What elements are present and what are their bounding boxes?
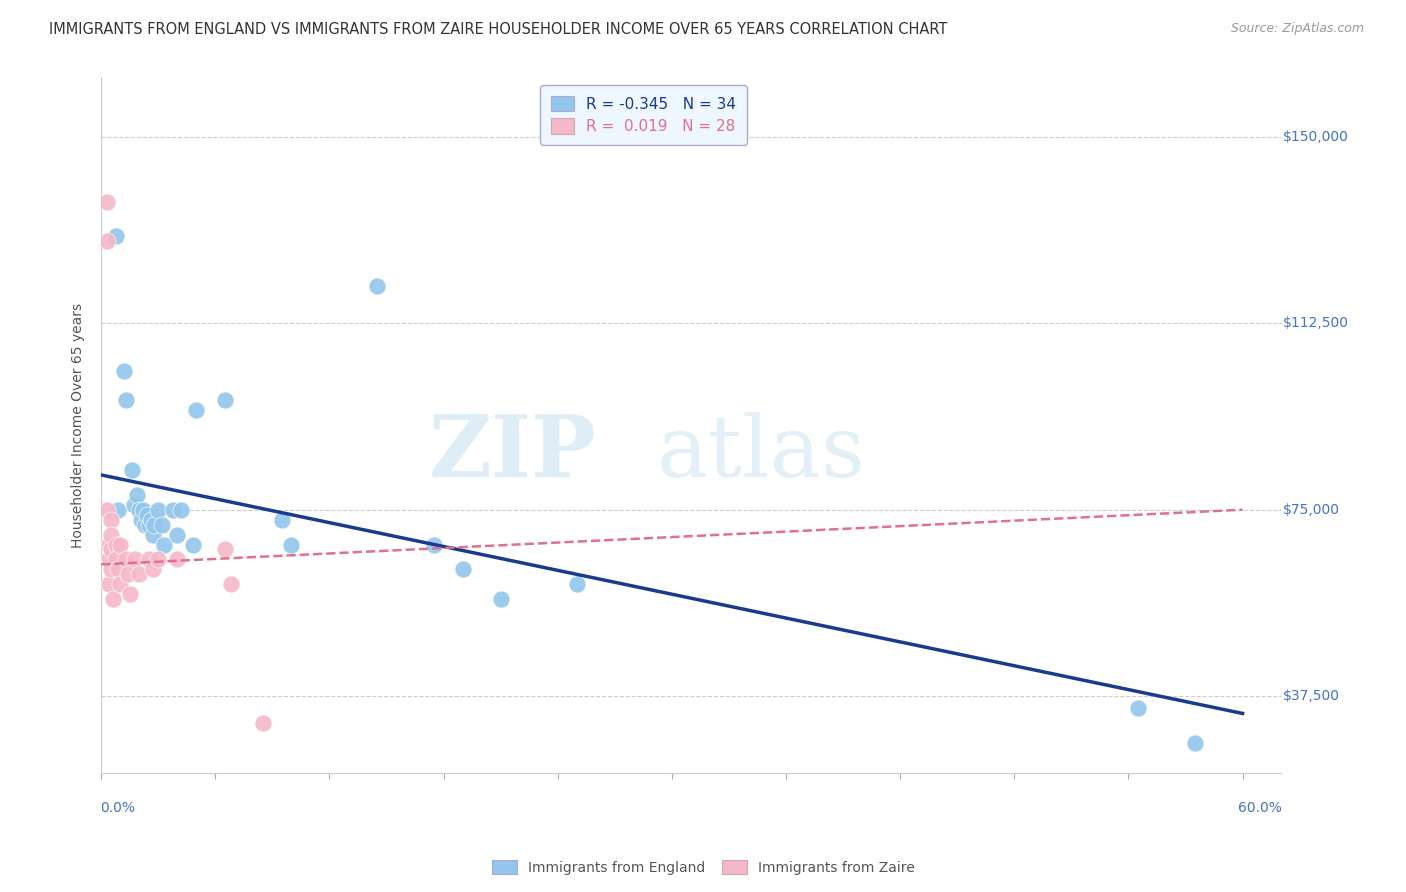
Point — [271, 513, 294, 527]
Point — [128, 567, 150, 582]
Point — [186, 403, 208, 417]
Point — [100, 542, 122, 557]
Text: 60.0%: 60.0% — [1237, 801, 1282, 815]
Point — [117, 567, 139, 582]
Point — [107, 562, 129, 576]
Text: 0.0%: 0.0% — [100, 801, 135, 815]
Point — [148, 552, 170, 566]
Point — [162, 502, 184, 516]
Point — [1184, 736, 1206, 750]
Text: IMMIGRANTS FROM ENGLAND VS IMMIGRANTS FROM ZAIRE HOUSEHOLDER INCOME OVER 65 YEAR: IMMIGRANTS FROM ENGLAND VS IMMIGRANTS FR… — [49, 22, 948, 37]
Point — [143, 517, 166, 532]
Text: atlas: atlas — [657, 411, 866, 495]
Point — [96, 502, 118, 516]
Point — [166, 527, 188, 541]
Text: $150,000: $150,000 — [1284, 130, 1348, 145]
Text: ZIP: ZIP — [429, 411, 596, 495]
Point — [129, 513, 152, 527]
Point — [214, 542, 236, 557]
Point — [219, 577, 242, 591]
Point — [142, 527, 165, 541]
Point — [118, 587, 141, 601]
Point — [115, 552, 138, 566]
Legend: R = -0.345   N = 34, R =  0.019   N = 28: R = -0.345 N = 34, R = 0.019 N = 28 — [540, 85, 747, 145]
Text: $37,500: $37,500 — [1284, 689, 1340, 703]
Point — [214, 393, 236, 408]
Point — [121, 463, 143, 477]
Point — [100, 562, 122, 576]
Point — [107, 502, 129, 516]
Legend: Immigrants from England, Immigrants from Zaire: Immigrants from England, Immigrants from… — [486, 855, 920, 880]
Point — [142, 562, 165, 576]
Point — [1126, 701, 1149, 715]
Point — [127, 488, 149, 502]
Point — [105, 229, 128, 244]
Point — [166, 552, 188, 566]
Point — [115, 393, 138, 408]
Point — [110, 577, 132, 591]
Point — [134, 517, 156, 532]
Point — [135, 508, 157, 522]
Point — [565, 577, 588, 591]
Text: $112,500: $112,500 — [1284, 317, 1348, 330]
Point — [423, 537, 446, 551]
Point — [96, 235, 118, 249]
Point — [148, 502, 170, 516]
Point — [100, 513, 122, 527]
Text: $75,000: $75,000 — [1284, 503, 1340, 516]
Point — [110, 537, 132, 551]
Point — [181, 537, 204, 551]
Point — [97, 537, 120, 551]
Point — [280, 537, 302, 551]
Point — [489, 592, 512, 607]
Point — [124, 552, 146, 566]
Point — [96, 194, 118, 209]
Point — [100, 527, 122, 541]
Y-axis label: Householder Income Over 65 years: Householder Income Over 65 years — [72, 302, 86, 548]
Point — [366, 279, 388, 293]
Point — [153, 537, 176, 551]
Point — [451, 562, 474, 576]
Point — [139, 513, 162, 527]
Point — [97, 577, 120, 591]
Point — [122, 498, 145, 512]
Point — [97, 552, 120, 566]
Point — [150, 517, 173, 532]
Point — [105, 552, 128, 566]
Point — [112, 363, 135, 377]
Point — [138, 517, 160, 532]
Point — [170, 502, 193, 516]
Point — [252, 716, 274, 731]
Point — [138, 552, 160, 566]
Point — [101, 592, 124, 607]
Point — [105, 537, 128, 551]
Point — [128, 502, 150, 516]
Text: Source: ZipAtlas.com: Source: ZipAtlas.com — [1230, 22, 1364, 36]
Point — [132, 502, 155, 516]
